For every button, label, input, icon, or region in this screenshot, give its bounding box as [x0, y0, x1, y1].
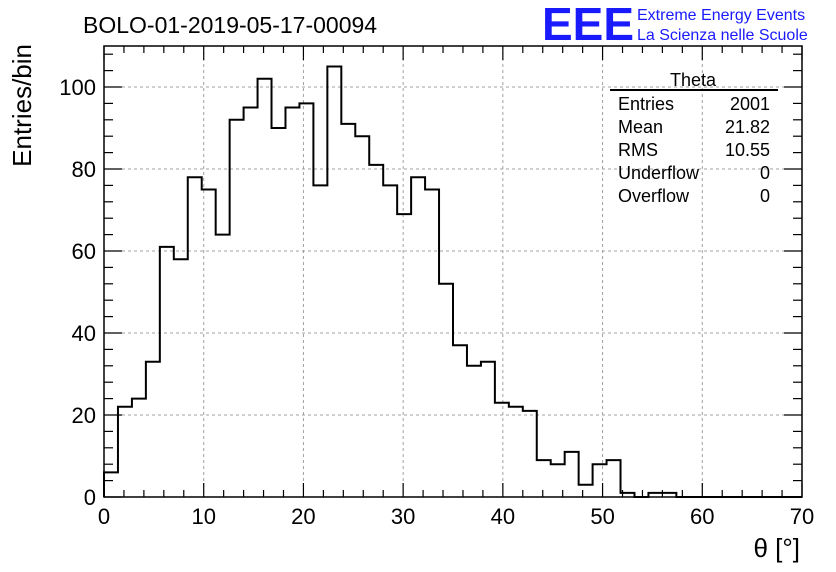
stats-value-underflow: 0	[760, 163, 770, 183]
brand-line-2: La Scienza nelle Scuole	[637, 27, 808, 44]
axes-frame	[103, 45, 803, 498]
eee-logo: EEE Extreme Energy Events La Scienza nel…	[542, 0, 808, 50]
stats-label-underflow: Underflow	[618, 163, 700, 183]
stats-label-mean: Mean	[618, 117, 663, 137]
stats-title: Theta	[670, 70, 717, 90]
stats-value-rms: 10.55	[725, 140, 770, 160]
x-axis-title: θ [°]	[753, 533, 800, 563]
x-tick-labels: 0 10 20 30 40 50 60 70	[98, 504, 814, 529]
y-tick-label: 100	[59, 75, 96, 100]
x-tick-label: 0	[98, 504, 110, 529]
stats-value-overflow: 0	[760, 186, 770, 206]
chart-title: BOLO-01-2019-05-17-00094	[83, 12, 377, 38]
x-tick-label: 40	[491, 504, 515, 529]
x-tick-label: 20	[291, 504, 315, 529]
y-tick-labels: 0 20 40 60 80 100	[59, 75, 96, 510]
stats-label-entries: Entries	[618, 94, 674, 114]
stats-value-entries: 2001	[730, 94, 770, 114]
x-tick-label: 60	[690, 504, 714, 529]
y-axis-title: Entries/bin	[7, 44, 37, 167]
grid	[104, 46, 802, 497]
histogram-outline	[103, 65, 802, 498]
x-tick-label: 50	[590, 504, 614, 529]
x-tick-label: 10	[191, 504, 215, 529]
y-tick-label: 0	[84, 485, 96, 510]
stats-box: Theta Entries 2001 Mean 21.82 RMS 10.55 …	[610, 70, 778, 206]
stats-value-mean: 21.82	[725, 117, 770, 137]
eee-logo-mark: EEE	[542, 0, 634, 50]
stats-label-overflow: Overflow	[618, 186, 690, 206]
x-tick-label: 30	[391, 504, 415, 529]
x-tick-label: 70	[790, 504, 814, 529]
y-tick-label: 80	[72, 157, 96, 182]
brand-line-1: Extreme Energy Events	[637, 7, 805, 24]
stats-label-rms: RMS	[618, 140, 658, 160]
plot-frame	[103, 45, 803, 498]
y-tick-label: 20	[72, 403, 96, 428]
tick-marks	[103, 46, 803, 498]
y-tick-label: 60	[72, 239, 96, 264]
y-tick-label: 40	[72, 321, 96, 346]
